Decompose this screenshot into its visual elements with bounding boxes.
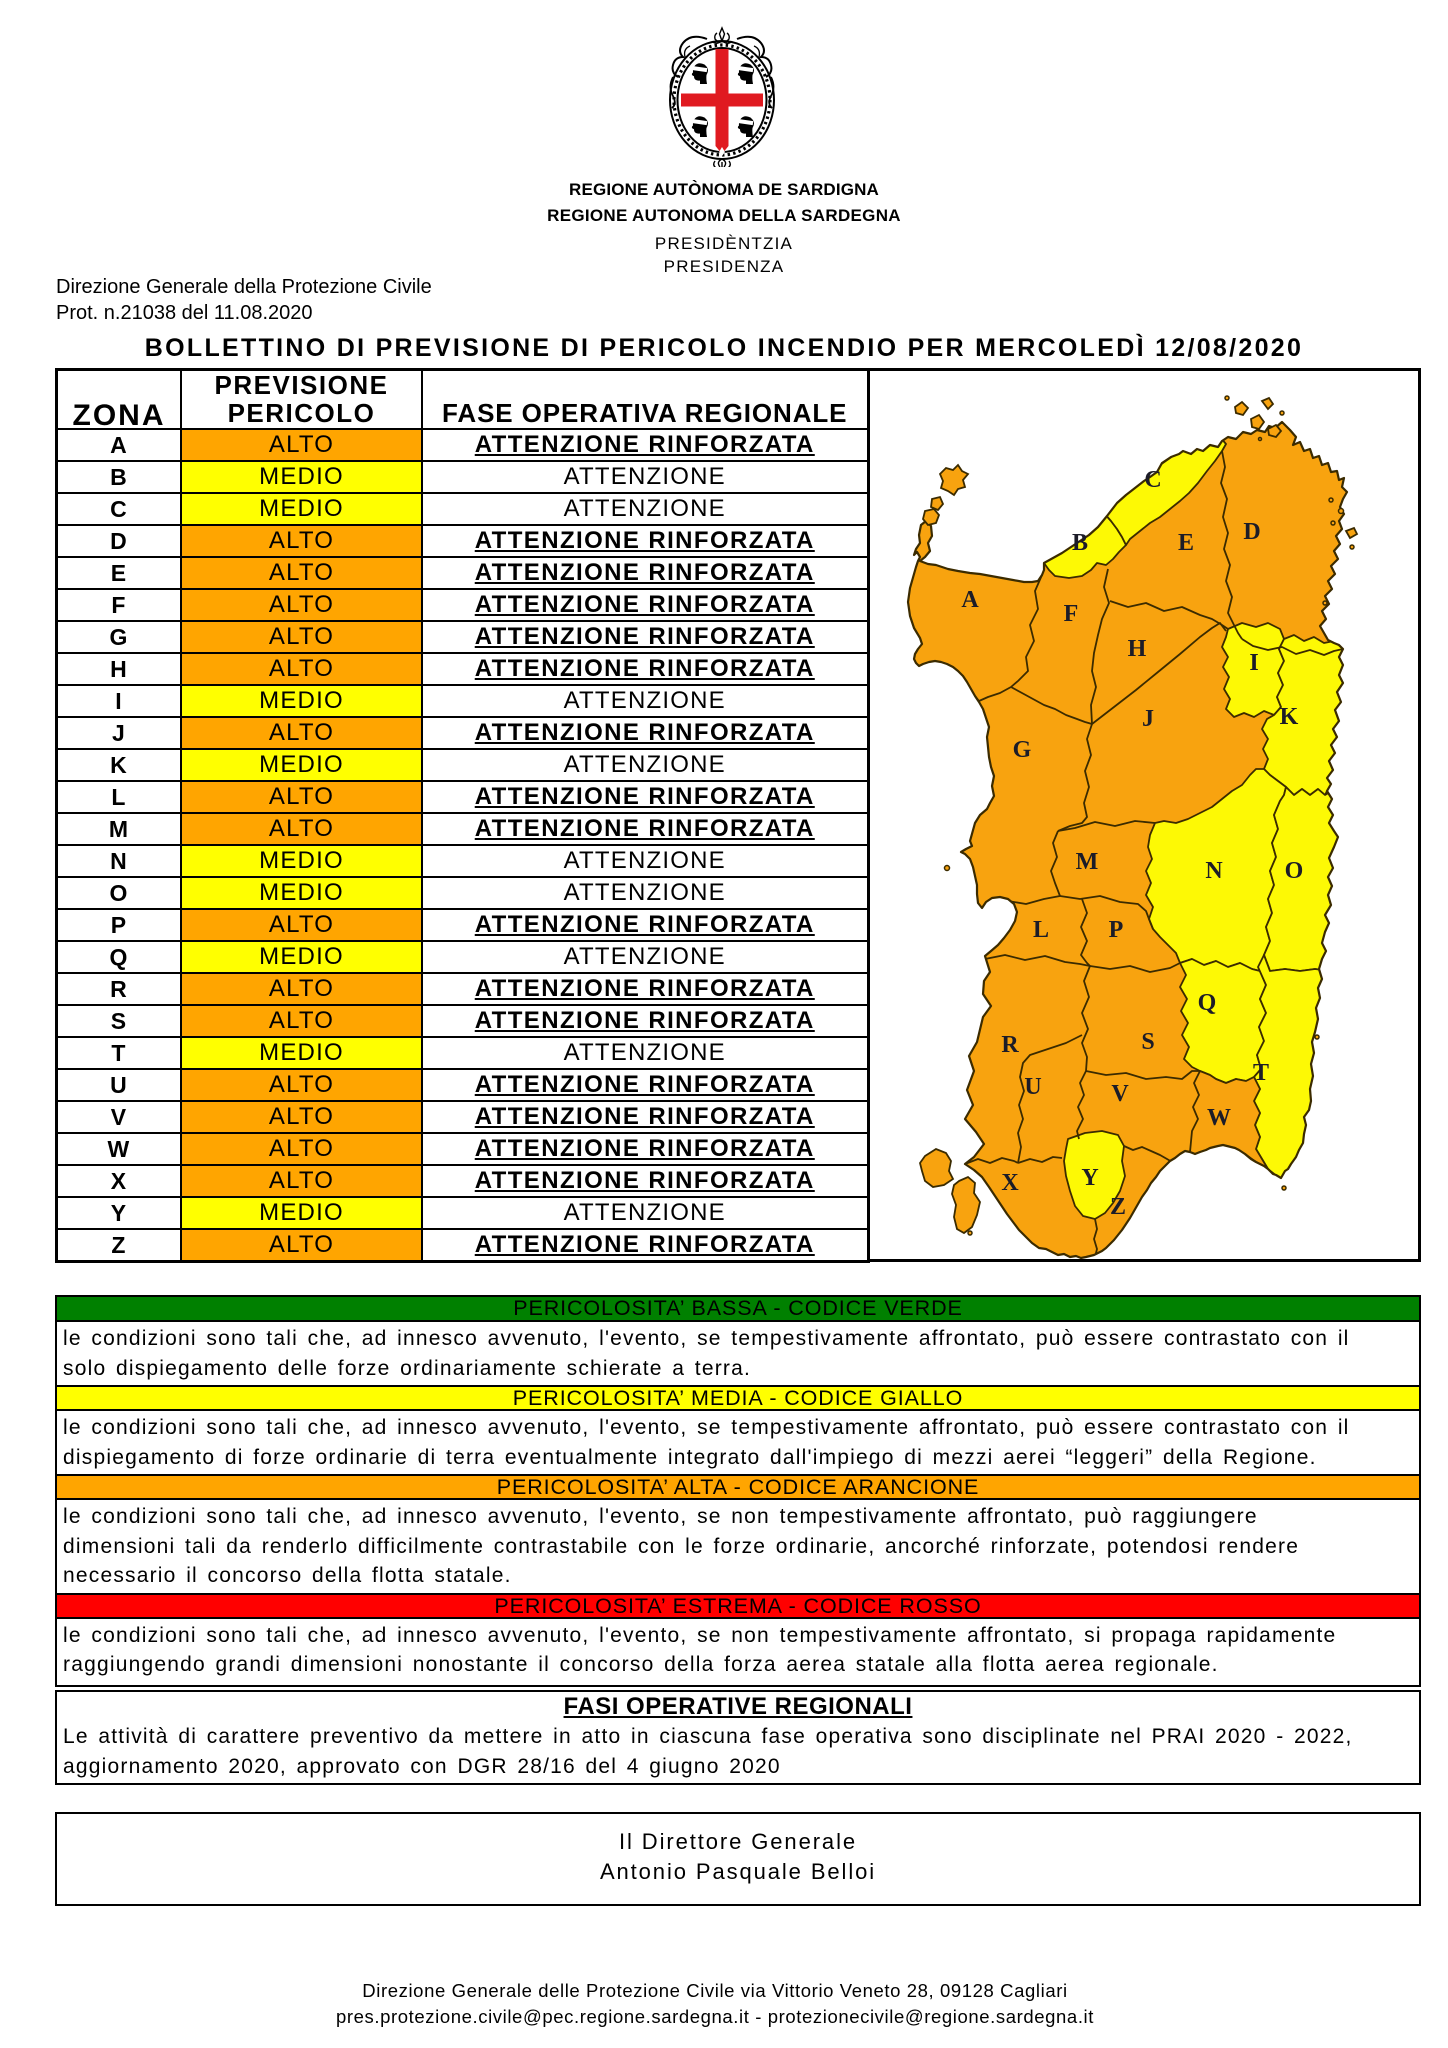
svg-text:Q: Q: [1198, 990, 1217, 1016]
svg-text:K: K: [1280, 704, 1299, 730]
svg-text:L: L: [1033, 917, 1049, 943]
svg-text:Y: Y: [1081, 1165, 1098, 1191]
svg-text:B: B: [1072, 530, 1088, 556]
svg-text:H: H: [1128, 636, 1147, 662]
svg-text:I: I: [1249, 650, 1258, 676]
svg-text:J: J: [1142, 706, 1154, 732]
svg-text:D: D: [1243, 519, 1260, 545]
svg-text:F: F: [1064, 601, 1079, 627]
svg-text:U: U: [1024, 1074, 1041, 1100]
svg-text:T: T: [1253, 1060, 1269, 1086]
svg-text:N: N: [1205, 858, 1223, 884]
svg-text:V: V: [1111, 1081, 1129, 1107]
svg-text:G: G: [1013, 737, 1032, 763]
svg-text:O: O: [1285, 858, 1304, 884]
svg-text:M: M: [1076, 849, 1099, 875]
svg-text:C: C: [1144, 467, 1161, 493]
svg-text:S: S: [1141, 1029, 1154, 1055]
svg-text:A: A: [961, 587, 979, 613]
svg-text:W: W: [1207, 1105, 1231, 1131]
svg-text:X: X: [1001, 1170, 1019, 1196]
svg-text:R: R: [1001, 1032, 1019, 1058]
svg-text:P: P: [1109, 917, 1124, 943]
svg-text:Z: Z: [1110, 1194, 1126, 1220]
svg-text:E: E: [1178, 530, 1194, 556]
